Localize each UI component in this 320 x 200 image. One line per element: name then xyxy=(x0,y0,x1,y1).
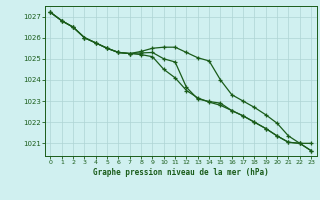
X-axis label: Graphe pression niveau de la mer (hPa): Graphe pression niveau de la mer (hPa) xyxy=(93,168,269,177)
